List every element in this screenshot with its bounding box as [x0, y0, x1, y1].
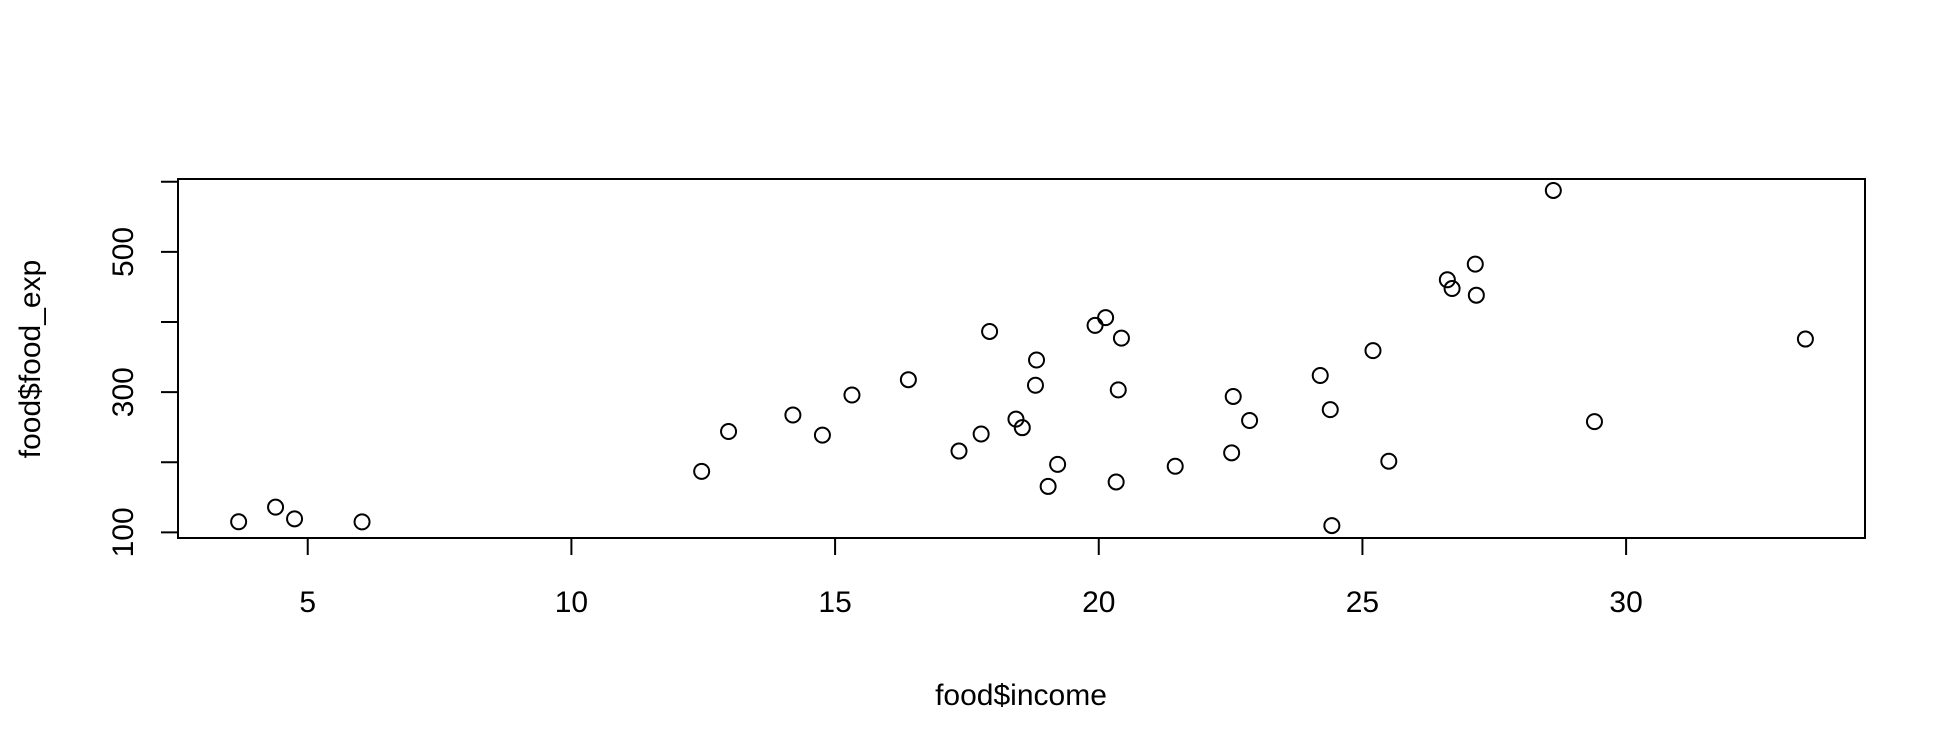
data-point — [1039, 477, 1057, 495]
data-point — [813, 426, 831, 444]
y-tick-label: 300 — [107, 367, 140, 417]
x-tick-label: 30 — [1609, 586, 1642, 619]
data-point — [1544, 181, 1562, 199]
data-point — [784, 406, 802, 424]
data-point — [843, 386, 861, 404]
data-point — [1097, 309, 1115, 327]
data-point — [267, 498, 285, 516]
data-point — [1107, 473, 1125, 491]
data-point — [1311, 367, 1329, 385]
data-point — [1112, 329, 1130, 347]
data-point — [1438, 271, 1456, 289]
data-point — [1585, 413, 1603, 431]
data-point — [1796, 330, 1814, 348]
data-point — [972, 425, 990, 443]
data-point — [1109, 381, 1127, 399]
plot-frame — [177, 178, 1866, 539]
data-point — [950, 442, 968, 460]
data-point — [1241, 411, 1259, 429]
x-tick-label: 10 — [555, 586, 588, 619]
data-point — [1013, 419, 1031, 437]
x-axis-label: food$income — [935, 679, 1107, 712]
data-point — [230, 513, 248, 531]
data-point — [693, 462, 711, 480]
data-points — [230, 181, 1814, 535]
data-point — [1224, 387, 1242, 405]
data-point — [1007, 410, 1025, 428]
data-point — [1028, 351, 1046, 369]
data-point — [286, 510, 304, 528]
x-tick-label: 25 — [1346, 586, 1379, 619]
y-tick-label: 100 — [107, 507, 140, 557]
x-tick-label: 15 — [818, 586, 851, 619]
data-point — [1467, 286, 1485, 304]
data-point — [1321, 401, 1339, 419]
data-point — [899, 371, 917, 389]
data-point — [1466, 255, 1484, 273]
data-point — [1223, 444, 1241, 462]
data-point — [1443, 280, 1461, 298]
y-tick-label: 500 — [107, 227, 140, 277]
data-point — [1166, 457, 1184, 475]
data-point — [720, 422, 738, 440]
data-point — [353, 513, 371, 531]
data-point — [1323, 517, 1341, 535]
y-axis-label: food$food_exp — [14, 260, 47, 459]
data-point — [981, 322, 999, 340]
data-point — [1026, 376, 1044, 394]
x-tick-label: 20 — [1082, 586, 1115, 619]
data-point — [1086, 316, 1104, 334]
data-point — [1364, 342, 1382, 360]
x-tick-label: 5 — [299, 586, 316, 619]
x-axis: 5 10 15 20 25 30 — [299, 537, 1643, 619]
y-axis: 100 300 500 — [107, 180, 179, 557]
data-point — [1380, 452, 1398, 470]
data-point — [1049, 455, 1067, 473]
